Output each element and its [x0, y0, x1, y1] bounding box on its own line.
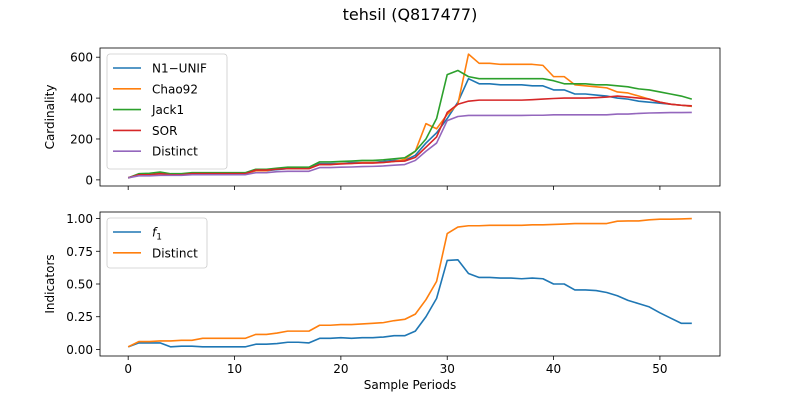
panel1-x-tick-label: 40: [546, 362, 561, 376]
panel1-legend: f1 Distinct: [106, 217, 208, 269]
panel1-y-tick-label: 0.75: [66, 245, 93, 259]
panel1-x-tick-label: 50: [652, 362, 667, 376]
panel0-series-line-sor: [127, 95, 692, 179]
panel0-legend-box: [106, 53, 228, 170]
panel1-x-tick-label: 20: [333, 362, 348, 376]
panel0-y-tick-label: 600: [70, 51, 93, 65]
panel0-legend-label-sor: SOR: [152, 124, 177, 138]
panel1-legend-label-distinct: Distinct: [152, 246, 198, 260]
panel1-series-line-f1: [127, 258, 692, 348]
panel1-legend-label-f1: f1: [152, 226, 162, 243]
panel1-x-tick-label: 10: [227, 362, 242, 376]
indicators-panel: 0 10 20 30 40 50 0.00 0.25 0.50 0.75 1.00 Indicator…: [43, 211, 721, 392]
panel1-series-line-distinct: [127, 217, 692, 348]
panel1-legend-box: [106, 217, 208, 269]
panel0-legend-label-n1-unif: N1−UNIF: [152, 62, 207, 76]
panel1-y-axis-label: Indicators: [43, 254, 57, 313]
panel0-axes-frame: [99, 47, 721, 187]
panel0-legend-label-chao92: Chao92: [152, 82, 198, 96]
panel0-legend-label-distinct: Distinct: [152, 145, 198, 159]
figure-title: tehsil (Q817477): [343, 5, 478, 24]
panel1-x-axis-label: Sample Periods: [364, 378, 456, 392]
panel1-axes-frame: [99, 211, 721, 357]
panel1-y-tick-label: 0.25: [66, 310, 93, 324]
panel0-series-line-distinct: [128, 111, 692, 179]
panel1-x-tick-label: 0: [124, 362, 132, 376]
panel1-y-tick-label: 0.00: [66, 343, 93, 357]
panel0-y-tick-label: 0: [85, 173, 93, 187]
panel0-series-line-jack1: [127, 69, 693, 179]
panel0-legend: N1−UNIF Chao92 Jack1 SOR Distinct: [106, 53, 228, 170]
panel0-y-tick-label: 400: [70, 92, 93, 106]
panel0-y-axis-label: Cardinality: [43, 85, 57, 150]
panel1-y-tick-label: 0.50: [66, 278, 93, 292]
panel1-y-tick-label: 1.00: [66, 212, 93, 226]
panel0-legend-label-jack1: Jack1: [151, 103, 184, 117]
panel0-y-tick-label: 200: [70, 132, 93, 146]
cardinality-panel: 0 200 400 600 Cardinality N1−UNIF Chao92 Jack1 S…: [43, 47, 721, 190]
panel1-x-tick-label: 30: [440, 362, 455, 376]
